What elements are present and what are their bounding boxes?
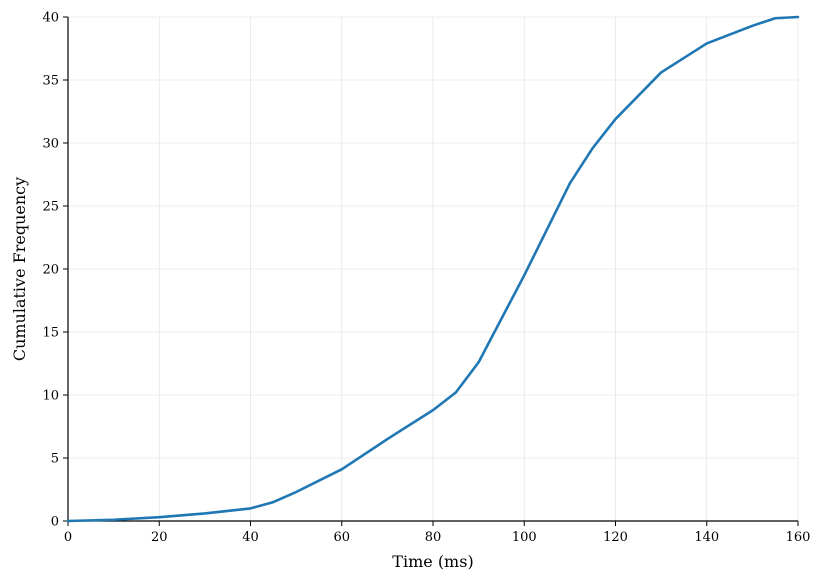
y-tick-label: 15	[42, 326, 59, 341]
y-tick-label: 10	[42, 389, 59, 404]
y-axis-label: Cumulative Frequency	[10, 177, 29, 361]
y-tick-label: 20	[42, 263, 59, 278]
x-tick-label: 80	[425, 530, 442, 545]
data-line	[66, 15, 800, 523]
y-tick-label: 0	[51, 515, 59, 530]
y-tick-label: 5	[51, 452, 59, 467]
y-tick-label: 35	[42, 74, 59, 89]
y-tick-label: 25	[42, 200, 59, 215]
x-tick-label: 20	[151, 530, 168, 545]
x-tick-label: 140	[694, 530, 719, 545]
y-tick-label: 30	[42, 137, 59, 152]
y-tick-label: 40	[42, 11, 59, 26]
x-axis-label: Time (ms)	[392, 552, 473, 571]
x-tick-label: 0	[64, 530, 72, 545]
x-tick-label: 120	[603, 530, 628, 545]
x-tick-label: 40	[242, 530, 259, 545]
x-tick-label: 100	[512, 530, 537, 545]
x-tick-label: 160	[786, 530, 811, 545]
x-tick-label: 60	[333, 530, 350, 545]
